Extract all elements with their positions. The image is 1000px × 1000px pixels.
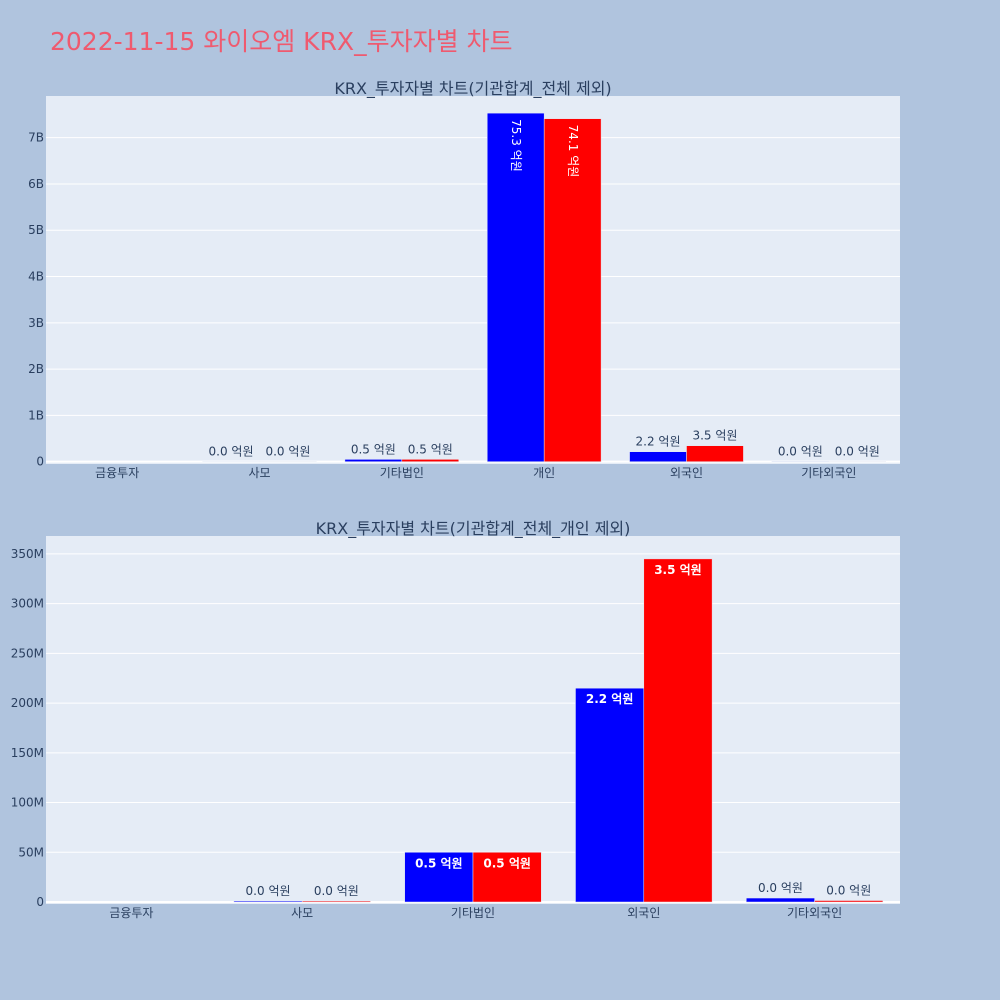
y-tick-label: 0 [36, 895, 44, 909]
y-tick-label: 7B [28, 131, 44, 145]
chart-title: KRX_투자자별 차트(기관합계_전체_개인 제외) [316, 519, 631, 539]
data-label: 0.0 억원 [826, 884, 871, 898]
data-label: 0.0 억원 [835, 445, 880, 459]
bar [746, 897, 815, 903]
bar [575, 687, 645, 903]
bar [233, 900, 303, 903]
y-tick-label: 5B [28, 223, 44, 237]
y-tick-label: 250M [11, 646, 44, 660]
y-tick-label: 300M [11, 597, 44, 611]
y-tick-label: 4B [28, 270, 44, 284]
x-tick-label: 기타외국인 [787, 906, 842, 920]
x-tick-label: 금융투자 [109, 906, 153, 920]
data-label: 74.1 억원 [566, 125, 580, 178]
chart-title: KRX_투자자별 차트(기관합계_전체 제외) [334, 79, 611, 99]
x-tick-label: 사모 [248, 466, 270, 480]
x-tick-label: 기타외국인 [801, 466, 856, 480]
y-tick-label: 50M [18, 845, 44, 859]
x-tick-label: 개인 [533, 466, 555, 480]
data-label: 2.2 억원 [586, 692, 634, 706]
data-label: 0.0 억원 [758, 881, 803, 895]
bar [301, 900, 371, 903]
bar [643, 558, 713, 903]
x-tick-label: 사모 [291, 906, 313, 920]
x-tick-label: 외국인 [670, 466, 703, 480]
x-tick-label: 기타법인 [380, 466, 424, 480]
chart-2: 0 50M 100M 150M 200M 250M 300M 350M KRX_투자자별 차트(… [11, 519, 900, 920]
y-tick-label: 6B [28, 177, 44, 191]
bar [814, 900, 884, 903]
bar [486, 112, 545, 462]
bar [472, 852, 542, 903]
data-label: 0.0 억원 [778, 445, 823, 459]
x-tick-label: 금융투자 [95, 466, 139, 480]
data-label: 0.0 억원 [265, 445, 310, 459]
data-label: 0.0 억원 [246, 884, 291, 898]
y-tick-label: 100M [11, 796, 44, 810]
bar [344, 459, 403, 462]
data-label: 0.0 억원 [314, 884, 359, 898]
data-label: 3.5 억원 [654, 563, 702, 577]
y-tick-label: 350M [11, 547, 44, 561]
data-label: 0.5 억원 [483, 856, 531, 870]
plot-area [46, 536, 900, 904]
y-tick-label: 0 [36, 455, 44, 469]
data-label: 0.5 억원 [408, 442, 453, 456]
bar [543, 118, 602, 462]
data-label: 0.0 억원 [209, 445, 254, 459]
x-tick-label: 외국인 [627, 906, 660, 920]
bar [686, 445, 744, 462]
y-tick-label: 1B [28, 408, 44, 422]
chart-1: 0 1B 2B 3B 4B 5B 6B 7B KRX_투자자별 차트(기관합계_전체 제외) 금융… [28, 79, 900, 480]
y-tick-label: 200M [11, 696, 44, 710]
bar [401, 459, 460, 462]
plot-area [46, 96, 900, 464]
data-label: 3.5 억원 [692, 429, 737, 443]
x-tick-label: 기타법인 [451, 906, 495, 920]
data-label: 2.2 억원 [636, 435, 681, 449]
data-label: 0.5 억원 [351, 442, 396, 456]
data-label: 75.3 억원 [509, 119, 523, 172]
y-tick-label: 150M [11, 746, 44, 760]
y-tick-label: 2B [28, 362, 44, 376]
bar [404, 852, 474, 903]
page-title: 2022-11-15 와이오엠 KRX_투자자별 차트 [50, 27, 513, 56]
bar [629, 451, 687, 462]
y-tick-label: 3B [28, 316, 44, 330]
data-label: 0.5 억원 [415, 856, 463, 870]
